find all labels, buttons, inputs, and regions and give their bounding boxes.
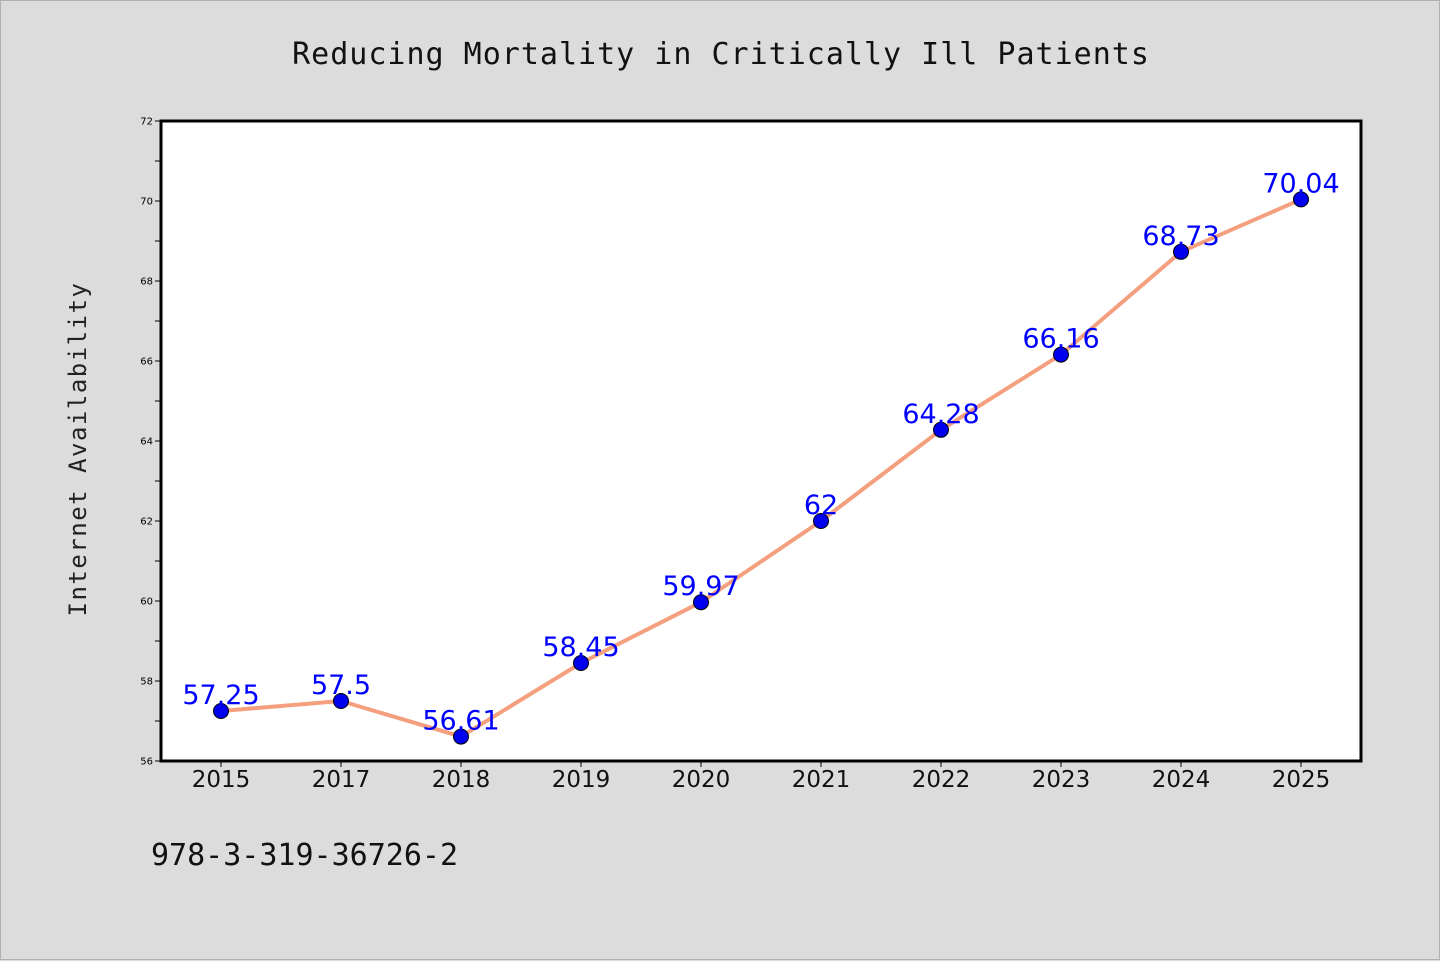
data-label: 68.73	[1142, 221, 1219, 252]
series-group	[213, 191, 1309, 745]
data-label: 64.28	[902, 399, 979, 430]
data-point	[813, 513, 829, 529]
data-point	[573, 655, 589, 671]
data-label: 70.04	[1262, 168, 1339, 199]
chart-title: Reducing Mortality in Critically Ill Pat…	[292, 37, 1150, 72]
x-tick-label: 2017	[312, 767, 371, 793]
x-tick-label: 2020	[672, 767, 731, 793]
y-tick-label: 66	[140, 357, 153, 368]
data-point	[1293, 191, 1309, 208]
data-label: 66.16	[1022, 324, 1099, 355]
y-tick-label: 60	[140, 597, 153, 608]
x-tick-label: 2018	[432, 767, 491, 793]
x-tick-label: 2025	[1272, 767, 1331, 793]
data-point	[1173, 243, 1189, 260]
data-label: 62	[804, 490, 838, 521]
y-tick-label: 68	[140, 277, 153, 288]
x-tick-label: 2024	[1152, 767, 1211, 793]
data-point	[213, 703, 229, 719]
data-label: 56.61	[422, 706, 499, 737]
data-label: 59.97	[662, 571, 739, 602]
data-point	[1053, 346, 1069, 363]
y-tick-label: 62	[140, 517, 153, 528]
y-tick-label: 64	[140, 437, 153, 448]
y-axis-label: Internet Availability	[64, 282, 92, 617]
isbn-text: 978-3-319-36726-2	[151, 838, 458, 873]
x-tick-label: 2023	[1032, 767, 1091, 793]
data-point	[333, 693, 349, 709]
plot-area	[159, 119, 1363, 763]
data-point	[453, 728, 469, 745]
x-axis: 2015 2017 2018 2019 2020 2021 2022 2023 2024 2025	[192, 761, 1331, 793]
y-axis: 56 58 60 62 64 66 68 70 72	[140, 117, 161, 768]
series-line	[219, 197, 1303, 739]
x-tick-label: 2015	[192, 767, 251, 793]
data-point	[693, 594, 709, 611]
y-tick-label: 72	[140, 117, 153, 128]
data-label: 57.25	[182, 680, 259, 711]
x-tick-label: 2021	[792, 767, 851, 793]
x-tick-label: 2019	[552, 767, 611, 793]
data-label: 58.45	[542, 632, 619, 663]
data-point	[933, 421, 949, 438]
data-label: 57.5	[311, 670, 371, 701]
y-tick-label: 70	[140, 197, 153, 208]
y-tick-label: 58	[140, 677, 153, 688]
y-tick-label: 56	[140, 757, 153, 768]
data-labels: 57.25 57.5 56.61 58.45 59.97 62 64.28 66.16 68.7…	[182, 168, 1339, 736]
x-tick-label: 2022	[912, 767, 971, 793]
